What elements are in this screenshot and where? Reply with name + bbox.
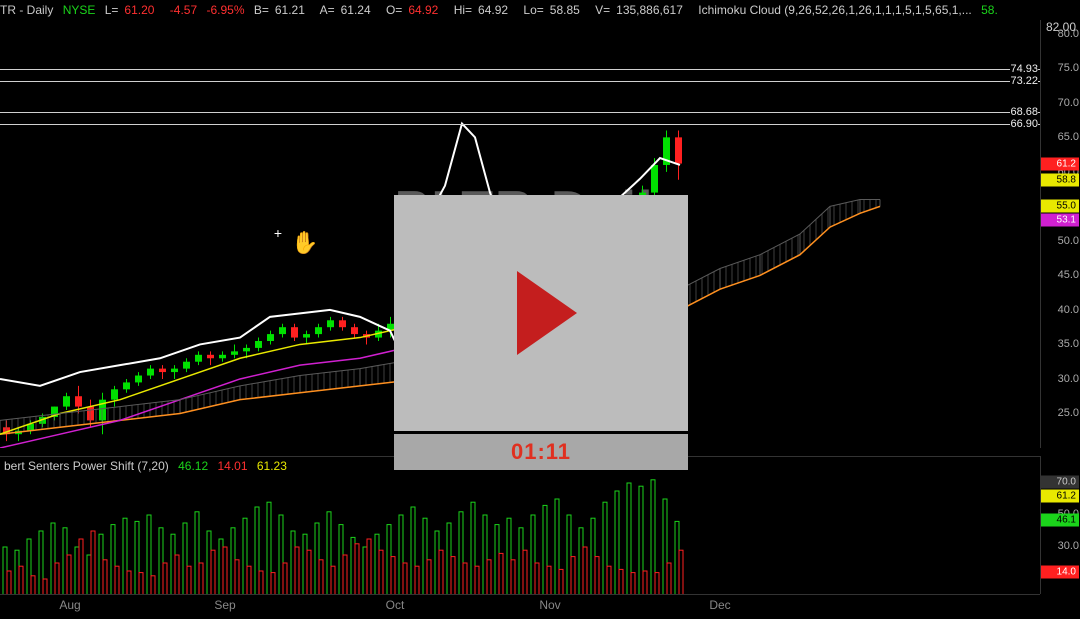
horizontal-level-line[interactable] — [0, 112, 1040, 113]
price-tag: 53.1 — [1041, 213, 1079, 226]
oscillator-tag: 61.2 — [1041, 490, 1079, 503]
indicator-name: Ichimoku Cloud (9,26,52,26,1,26,1,1,1,5,… — [698, 3, 972, 17]
month-label: Aug — [59, 598, 80, 612]
price-axis: 80.075.070.065.060.055.050.045.040.035.0… — [1040, 20, 1080, 448]
video-duration: 01:11 — [511, 439, 571, 465]
time-axis: Aug Sep Oct Nov Dec — [0, 594, 1040, 619]
month-label: Dec — [709, 598, 730, 612]
play-icon[interactable] — [517, 271, 577, 355]
horizontal-level-line[interactable] — [0, 69, 1040, 70]
last-price: 61.20 — [124, 3, 154, 17]
month-label: Sep — [214, 598, 235, 612]
level-line-label: 68.68 — [1010, 106, 1038, 118]
price-tag: 61.2 — [1041, 157, 1079, 170]
oscillator-tag: 46.1 — [1041, 514, 1079, 527]
month-label: Oct — [386, 598, 405, 612]
crosshair-icon: + — [274, 225, 282, 241]
hand-cursor-icon: ✋ — [291, 230, 318, 256]
oscillator-chart[interactable]: bert Senters Power Shift (7,20) 46.12 14… — [0, 456, 1040, 595]
price-tag: 55.0 — [1041, 200, 1079, 213]
osc-val-3: 61.23 — [257, 459, 287, 473]
oscillator-axis: 70.050.030.070.061.246.114.0 — [1040, 456, 1080, 594]
level-line-label: 74.93 — [1010, 63, 1038, 75]
video-time-bar: 01:11 — [394, 431, 688, 470]
level-line-label: 73.22 — [1010, 75, 1038, 87]
month-label: Nov — [539, 598, 560, 612]
level-line-label: 66.90 — [1010, 118, 1038, 130]
price-change: -4.57 — [170, 3, 197, 17]
oscillator-tag: 14.0 — [1041, 565, 1079, 578]
oscillator-header: bert Senters Power Shift (7,20) 46.12 14… — [4, 459, 293, 473]
horizontal-level-line[interactable] — [0, 81, 1040, 82]
video-thumbnail[interactable] — [394, 195, 688, 431]
horizontal-level-line[interactable] — [0, 124, 1040, 125]
ticker-timeframe: TR - Daily — [0, 3, 53, 17]
exchange-label: NYSE — [63, 3, 96, 17]
price-tag: 58.8 — [1041, 174, 1079, 187]
indicator-value: 58. — [981, 3, 998, 17]
oscillator-tag: 70.0 — [1041, 476, 1079, 489]
osc-val-2: 14.01 — [217, 459, 247, 473]
video-play-overlay[interactable]: 01:11 — [394, 195, 688, 470]
chart-header: TR - Daily NYSE L=61.20 -4.57 -6.95% B=6… — [0, 3, 1080, 19]
osc-val-1: 46.12 — [178, 459, 208, 473]
price-change-pct: -6.95% — [206, 3, 244, 17]
